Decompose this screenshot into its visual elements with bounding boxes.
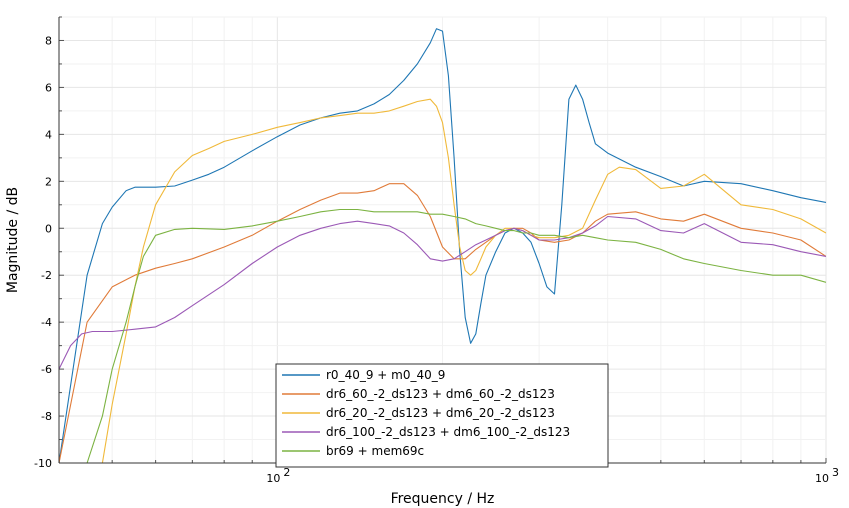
x-tick-label-exponent: 2 (283, 466, 290, 479)
x-tick-label: 10 (815, 472, 829, 485)
y-tick-label: -8 (41, 410, 52, 423)
series-line-2 (59, 183, 826, 463)
x-tick-label-exponent: 3 (832, 466, 839, 479)
series-line-5 (86, 208, 826, 463)
y-tick-label: 4 (45, 128, 52, 141)
x-tick-label: 10 (266, 472, 280, 485)
series-line-3 (101, 98, 826, 463)
legend-box (275, 363, 609, 468)
y-tick-label: -4 (41, 316, 52, 329)
y-tick-label: 8 (45, 34, 52, 47)
y-tick-label: 6 (45, 81, 52, 94)
series-layer (59, 28, 826, 463)
y-tick-label: -10 (34, 457, 52, 470)
y-tick-label: 0 (45, 222, 52, 235)
legend-entry-label: br69 + mem69c (326, 444, 424, 458)
legend-entry-label: r0_40_9 + m0_40_9 (326, 368, 445, 382)
series-line-1 (59, 28, 826, 463)
y-axis-label: Magnitude / dB (5, 187, 21, 293)
x-axis-label: Frequency / Hz (391, 491, 495, 507)
legend-entry-label: dr6_100_-2_ds123 + dm6_100_-2_ds123 (326, 425, 570, 439)
y-tick-label: 2 (45, 175, 52, 188)
legend-entry-label: dr6_20_-2_ds123 + dm6_20_-2_ds123 (326, 406, 555, 420)
y-tick-label: -2 (41, 269, 52, 282)
y-tick-label: -6 (41, 363, 52, 376)
legend: r0_40_9 + m0_40_9 dr6_60_-2_ds123 + dm6_6… (275, 363, 609, 468)
series-line-4 (59, 215, 826, 370)
legend-entry-label: dr6_60_-2_ds123 + dm6_60_-2_ds123 (326, 387, 555, 401)
